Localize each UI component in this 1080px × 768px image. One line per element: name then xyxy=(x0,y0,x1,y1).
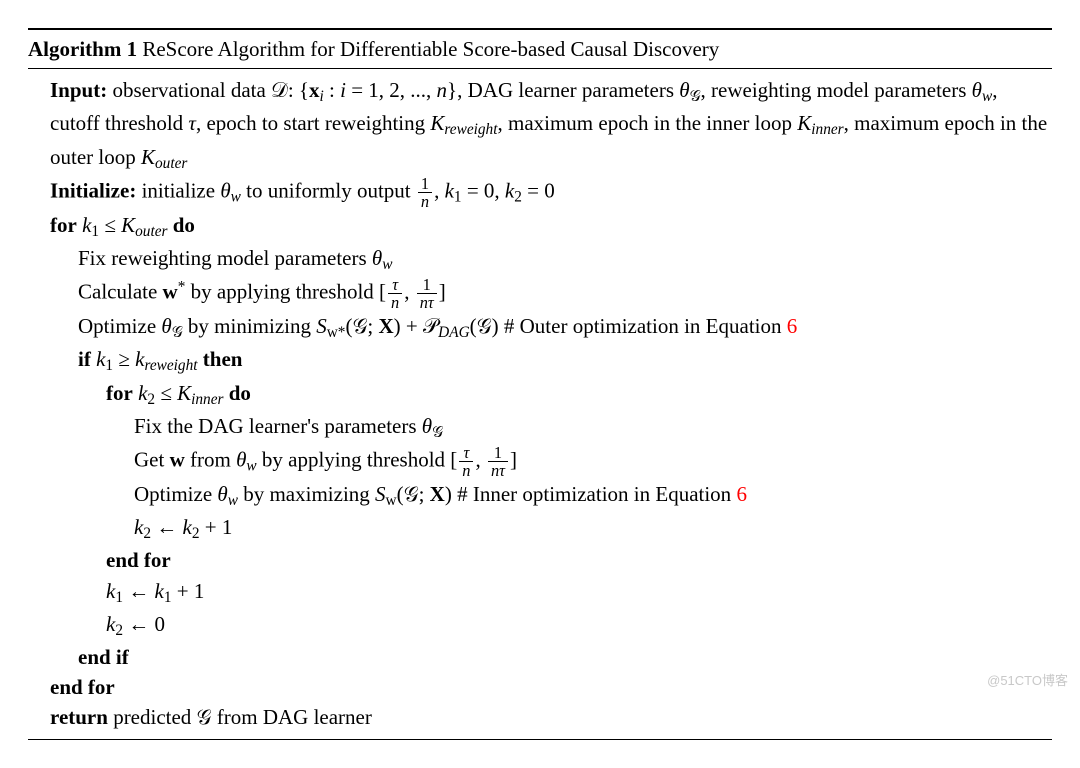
line-fix-g: Fix the DAG learner's parameters θ𝒢 xyxy=(50,411,1052,444)
equation-ref[interactable]: 6 xyxy=(787,314,798,338)
fraction-1-n: 1n xyxy=(416,175,434,210)
for-outer: for k1 ≤ Kouter do xyxy=(50,210,1052,243)
algorithm-body: Input: observational data 𝒟: {xi : i = 1… xyxy=(28,69,1052,738)
input-line: Input: observational data 𝒟: {xi : i = 1… xyxy=(50,75,1052,174)
end-if: end if xyxy=(50,642,1052,672)
end-for-inner: end for xyxy=(50,545,1052,575)
for-inner: for k2 ≤ Kinner do xyxy=(50,378,1052,411)
algorithm-title-row: Algorithm 1 ReScore Algorithm for Differ… xyxy=(28,30,1052,68)
bottom-rule xyxy=(28,739,1052,740)
equation-ref[interactable]: 6 xyxy=(736,482,747,506)
line-optimize-thetaw: Optimize θw by maximizing Sw(𝒢; X) # Inn… xyxy=(50,479,1052,512)
algorithm-number: Algorithm 1 xyxy=(28,37,137,61)
line-get-w: Get w from θw by applying threshold [τn,… xyxy=(50,444,1052,479)
line-k2-inc: k2 ← k2 + 1 xyxy=(50,512,1052,545)
line-fix-w: Fix reweighting model parameters θw xyxy=(50,243,1052,276)
line-k1-inc: k1 ← k1 + 1 xyxy=(50,576,1052,609)
line-optimize-thetaG: Optimize θ𝒢 by minimizing Sw*(𝒢; X) + 𝒫D… xyxy=(50,311,1052,344)
initialize-line: Initialize: initialize θw to uniformly o… xyxy=(50,175,1052,210)
return-line: return predicted 𝒢 from DAG learner xyxy=(50,702,1052,732)
watermark: @51CTO博客 xyxy=(987,670,1068,689)
line-calc-wstar: Calculate w* by applying threshold [τn, … xyxy=(50,276,1052,311)
line-k2-reset: k2 ← 0 xyxy=(50,609,1052,642)
if-line: if k1 ≥ kreweight then xyxy=(50,344,1052,377)
algorithm-title: ReScore Algorithm for Differentiable Sco… xyxy=(142,37,719,61)
algorithm-block: Algorithm 1 ReScore Algorithm for Differ… xyxy=(28,28,1052,740)
